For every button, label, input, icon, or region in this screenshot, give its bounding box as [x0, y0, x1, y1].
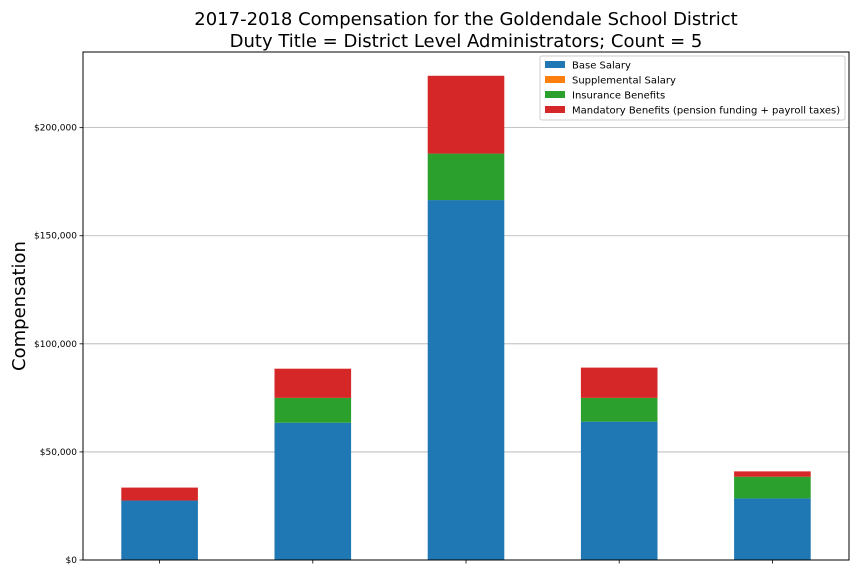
y-axis-label: Compensation: [9, 241, 30, 371]
bar-insurance-benefits: [427, 153, 505, 201]
x-axis: [159, 560, 773, 564]
legend-entry: Mandatory Benefits (pension funding + pa…: [572, 106, 840, 117]
legend-entry: Base Salary: [572, 61, 631, 72]
bar-mandatory-benefits-pension-funding-payroll-taxes: [734, 471, 811, 477]
bar-mandatory-benefits-pension-funding-payroll-taxes: [427, 75, 505, 154]
legend: Base Salary Supplemental Salary Insurance …: [539, 55, 846, 121]
bar-base-salary: [274, 422, 352, 560]
bar-mandatory-benefits-pension-funding-payroll-taxes: [580, 367, 658, 398]
bars: [121, 75, 811, 560]
bar-mandatory-benefits-pension-funding-payroll-taxes: [274, 368, 352, 398]
legend-entry: Supplemental Salary: [572, 76, 676, 87]
bar-insurance-benefits: [734, 476, 811, 499]
y-tick-label: $0: [66, 556, 78, 566]
bar-base-salary: [580, 421, 658, 560]
y-tick-label: $50,000: [40, 448, 77, 458]
bar-base-salary: [427, 200, 505, 560]
chart-title: 2017-2018 Compensation for the Goldendal…: [194, 9, 737, 30]
legend-swatch: [545, 76, 565, 83]
y-tick-label: $150,000: [34, 232, 77, 242]
bar-insurance-benefits: [274, 397, 352, 423]
legend-swatch: [545, 106, 565, 113]
y-axis: $0 $50,000 $100,000 $150,000 $200,000: [34, 124, 83, 566]
bar-base-salary: [734, 498, 811, 560]
bar-mandatory-benefits-pension-funding-payroll-taxes: [121, 487, 198, 501]
chart-subtitle: Duty Title = District Level Administrato…: [230, 31, 703, 52]
legend-swatch: [545, 61, 565, 68]
legend-box: [539, 55, 846, 121]
legend-swatch: [545, 91, 565, 98]
bar-insurance-benefits: [580, 397, 658, 422]
legend-entry: Insurance Benefits: [572, 91, 665, 102]
y-tick-label: $200,000: [34, 124, 77, 134]
bar-base-salary: [121, 500, 198, 560]
y-tick-label: $100,000: [34, 340, 77, 350]
